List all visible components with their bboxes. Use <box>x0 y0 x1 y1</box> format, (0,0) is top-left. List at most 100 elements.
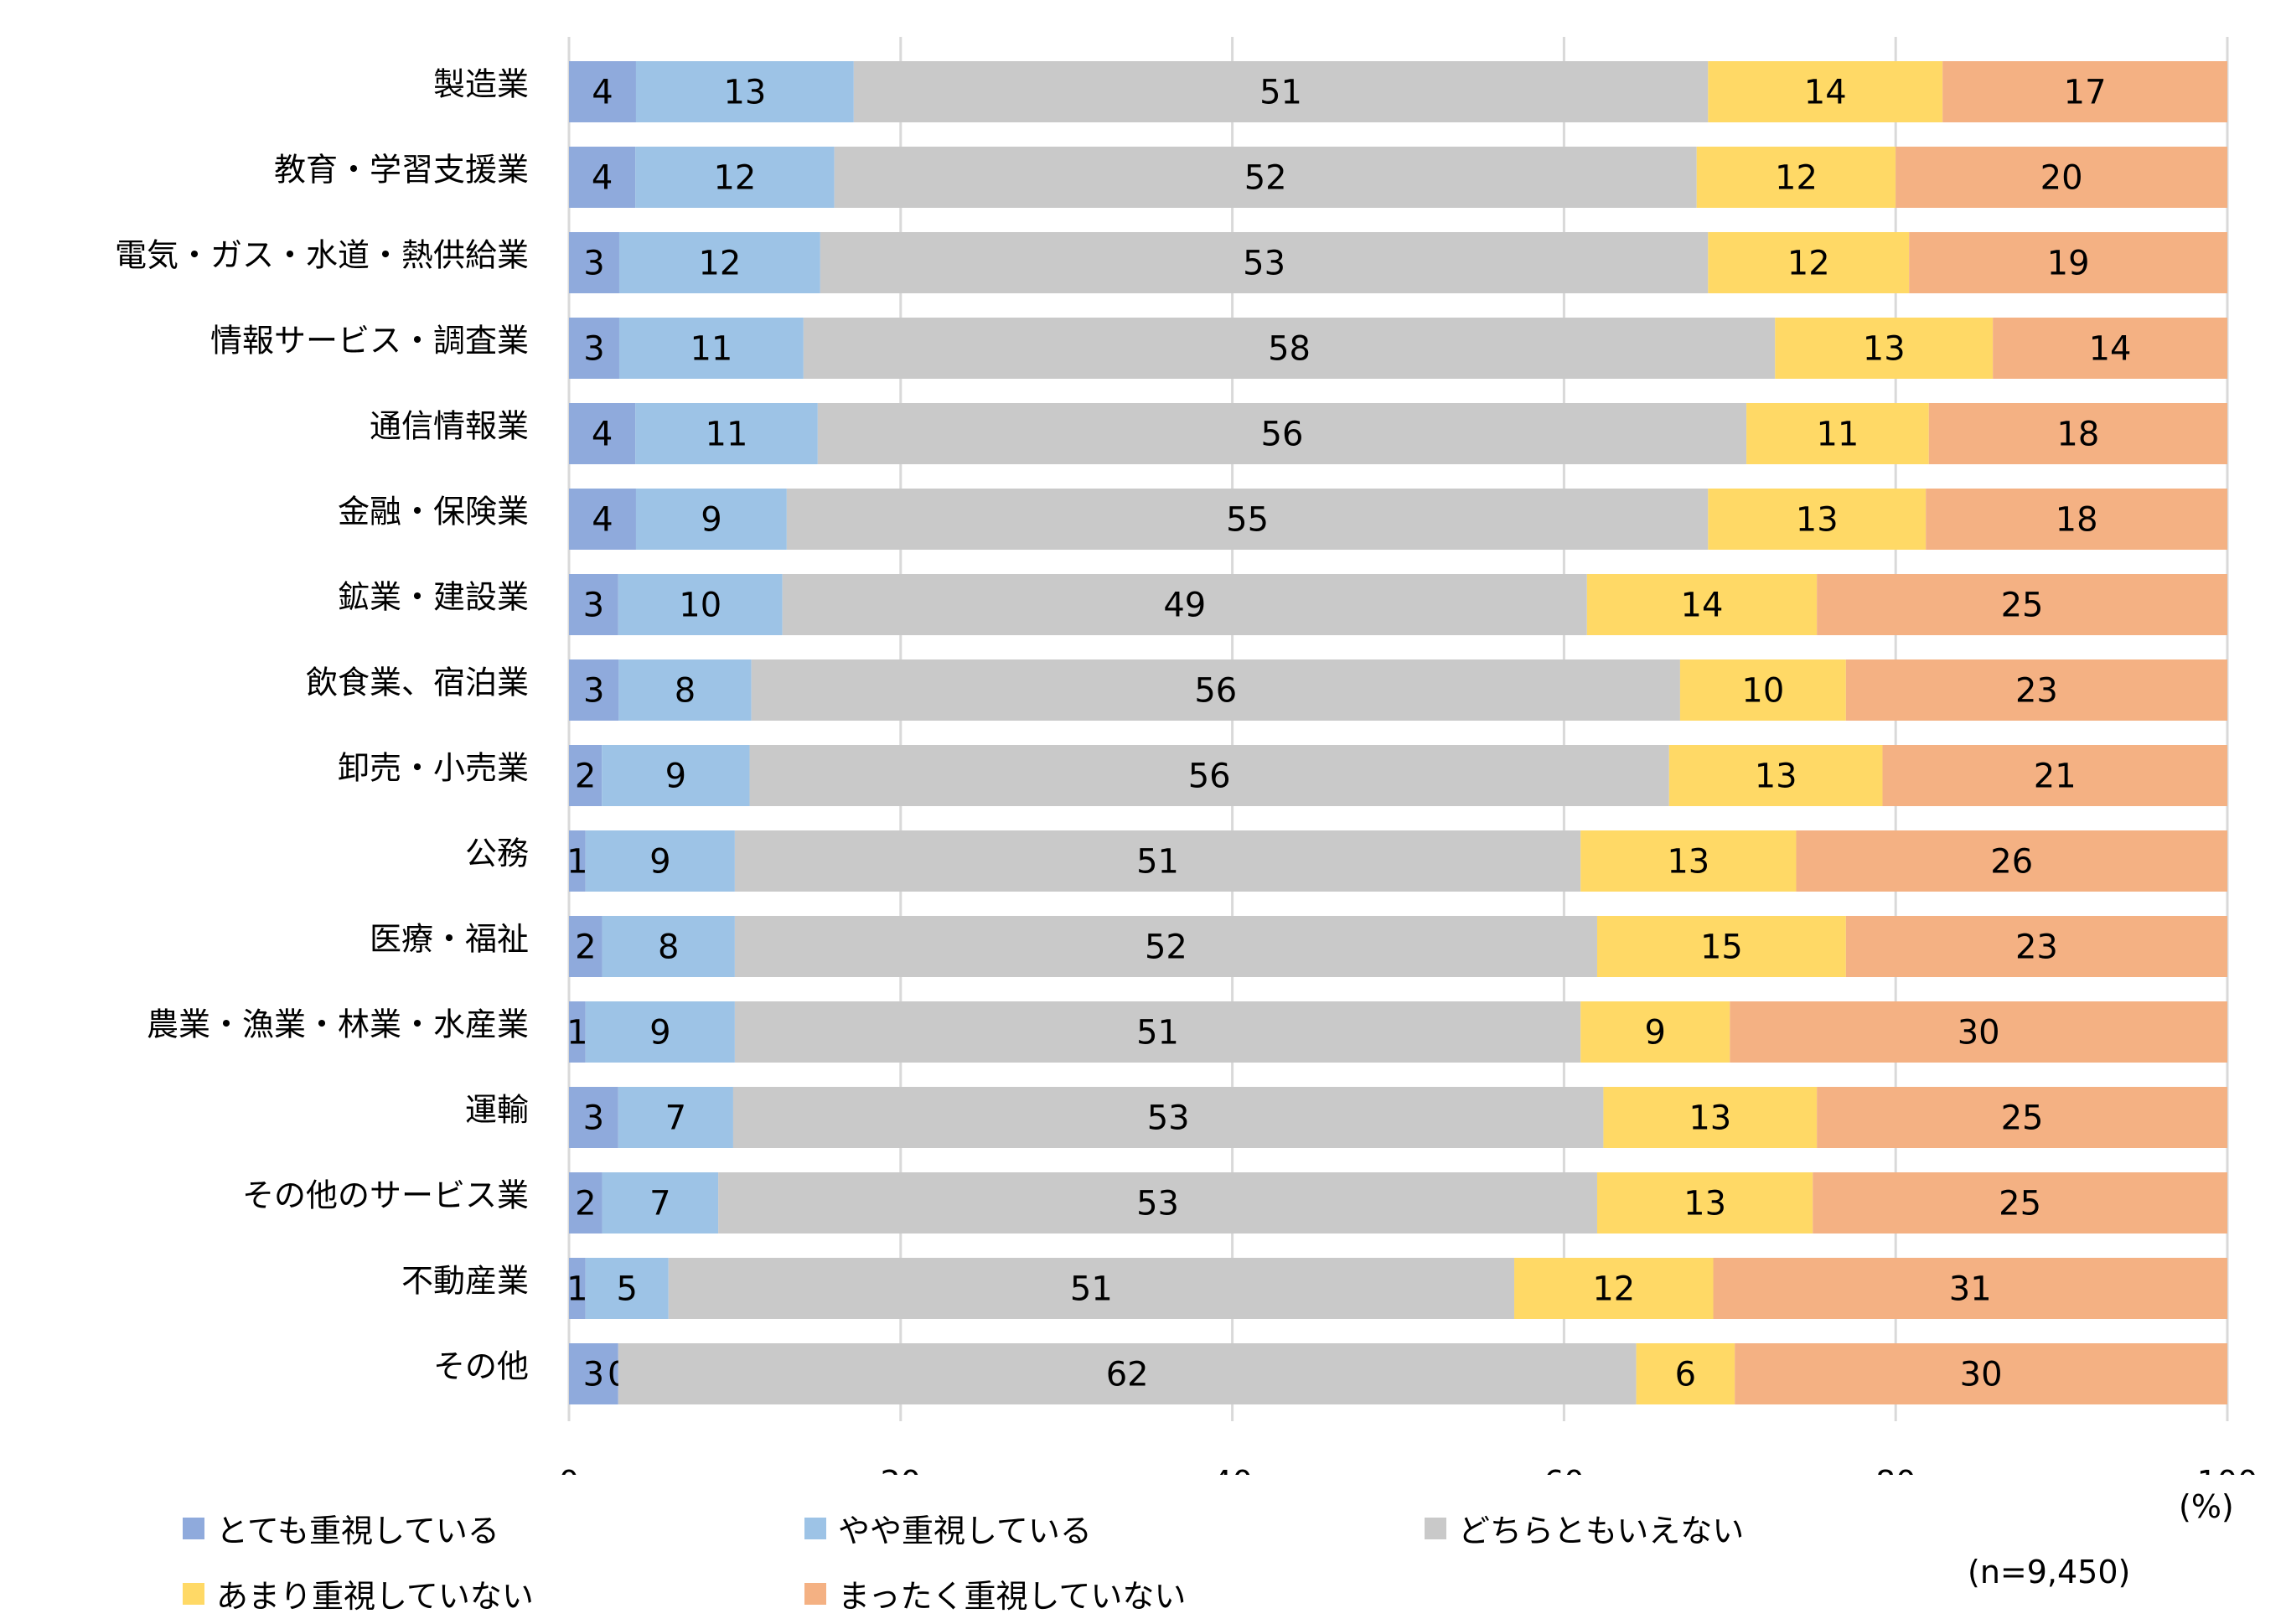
bars: 4 13 51 14 174 12 52 12 203 12 53 12 193 11 58 13 144 11 5… <box>566 61 2227 1404</box>
x-tick-label: 60 <box>1544 1464 1584 1475</box>
data-label: 53 <box>1136 1185 1179 1223</box>
bar-segment <box>585 1258 669 1319</box>
bar-segment <box>618 318 804 379</box>
legend-item: どちらともいえない <box>1425 1505 1744 1551</box>
data-label: 53 <box>1147 1099 1190 1138</box>
bar-segment <box>569 1172 603 1234</box>
bar-segment <box>569 1001 586 1063</box>
category-labels: 製造業教育・学習支援業電気・ガス・水道・熱供給業情報サービス・調査業通信情報業金… <box>115 66 529 1385</box>
data-label: 3 <box>583 1356 604 1394</box>
bar-segment <box>1679 659 1846 721</box>
data-label: 25 <box>2001 1099 2044 1138</box>
data-label: 3 <box>583 330 604 369</box>
data-label: 1 <box>566 1014 587 1052</box>
bar-segment <box>1586 574 1818 635</box>
data-label: 21 <box>2034 758 2077 796</box>
bar-segment <box>602 916 735 977</box>
data-label: 51 <box>1070 1270 1113 1309</box>
bar-segment <box>569 1343 618 1404</box>
bar-segment <box>1708 232 1910 293</box>
bar-segment <box>734 1001 1581 1063</box>
bar-segment <box>618 1087 733 1148</box>
data-label: 3 <box>583 245 604 283</box>
data-label: 17 <box>2064 74 2107 112</box>
bar-row: 2 9 56 13 21 <box>569 745 2227 806</box>
bar-segment <box>1775 318 1994 379</box>
bar-row: 1 9 51 9 30 <box>566 1001 2227 1063</box>
data-label: 13 <box>1796 501 1839 540</box>
data-label: 51 <box>1136 1014 1179 1052</box>
bar-segment <box>569 1258 586 1319</box>
bar-segment <box>569 1087 618 1148</box>
unit-label: (%) <box>2179 1488 2234 1525</box>
bar-segment <box>1636 1343 1735 1404</box>
bar-segment <box>569 318 619 379</box>
x-tick-label: 40 <box>1212 1464 1252 1475</box>
bar-segment <box>1796 830 2227 892</box>
bar-segment <box>668 1258 1515 1319</box>
bar-segment <box>817 403 1747 464</box>
x-tick-label: 100 <box>2197 1464 2258 1475</box>
bar-segment <box>1817 574 2227 635</box>
bar-segment <box>1596 916 1846 977</box>
legend-item: あまり重視していない <box>183 1570 534 1616</box>
data-label: 18 <box>2056 416 2099 454</box>
bar-segment <box>1696 147 1896 208</box>
data-label: 11 <box>706 416 748 454</box>
bar-segment <box>569 745 603 806</box>
bar-segment <box>734 830 1581 892</box>
legend-label: どちらともいえない <box>1458 1513 1745 1549</box>
bar-segment <box>1817 1087 2227 1148</box>
data-label: 4 <box>592 74 613 112</box>
bar-segment <box>1926 489 2227 550</box>
bar-segment <box>803 318 1776 379</box>
data-label: 53 <box>1243 245 1285 283</box>
category-label: 鉱業・建設業 <box>338 579 529 616</box>
data-label: 12 <box>713 159 756 198</box>
bar-segment <box>618 574 783 635</box>
data-label: 7 <box>649 1185 670 1223</box>
bar-segment <box>569 574 618 635</box>
bar-segment <box>834 147 1697 208</box>
bar-row: 1 9 51 13 26 <box>566 830 2227 892</box>
data-label: 51 <box>1259 74 1302 112</box>
bar-segment <box>1909 232 2227 293</box>
bar-segment <box>569 61 636 122</box>
data-label: 3 <box>583 672 604 711</box>
bar-segment <box>734 916 1597 977</box>
category-label: 不動産業 <box>401 1263 529 1300</box>
data-label: 11 <box>1816 416 1859 454</box>
category-label: 電気・ガス・水道・熱供給業 <box>115 237 529 274</box>
bar-segment <box>853 61 1709 122</box>
bar-segment <box>749 745 1669 806</box>
legend-item: まったく重視していない <box>804 1570 1186 1616</box>
bar-row: 3062630 <box>569 1343 2227 1404</box>
data-label: 7 <box>665 1099 686 1138</box>
data-label: 2 <box>575 758 596 796</box>
data-label: 52 <box>1145 928 1187 967</box>
data-label: 49 <box>1163 587 1206 625</box>
bar-row: 4 12 52 12 20 <box>569 147 2227 208</box>
bar-segment <box>820 232 1709 293</box>
sample-size-note: (n=9,450) <box>1968 1554 2131 1590</box>
bar-segment <box>1580 830 1797 892</box>
data-label: 13 <box>723 74 766 112</box>
bar-segment <box>782 574 1587 635</box>
category-label: 卸売・小売業 <box>338 750 529 787</box>
bar-segment <box>569 403 636 464</box>
data-label: 30 <box>1960 1356 2003 1394</box>
x-tick-label: 20 <box>881 1464 921 1475</box>
legend-swatch <box>804 1582 826 1605</box>
data-label: 5 <box>617 1270 638 1309</box>
data-label: 13 <box>1667 843 1709 882</box>
category-label: 情報サービス・調査業 <box>210 323 529 359</box>
bar-segment <box>569 232 619 293</box>
data-label: 55 <box>1226 501 1269 540</box>
bar-row: 4 11 56 11 18 <box>569 403 2227 464</box>
data-label: 14 <box>1681 587 1724 625</box>
x-tick-label: 80 <box>1875 1464 1916 1475</box>
data-label: 58 <box>1268 330 1311 369</box>
data-label: 11 <box>690 330 732 369</box>
data-label: 31 <box>1949 1270 1992 1309</box>
bar-row: 3 10 49 14 25 <box>569 574 2227 635</box>
